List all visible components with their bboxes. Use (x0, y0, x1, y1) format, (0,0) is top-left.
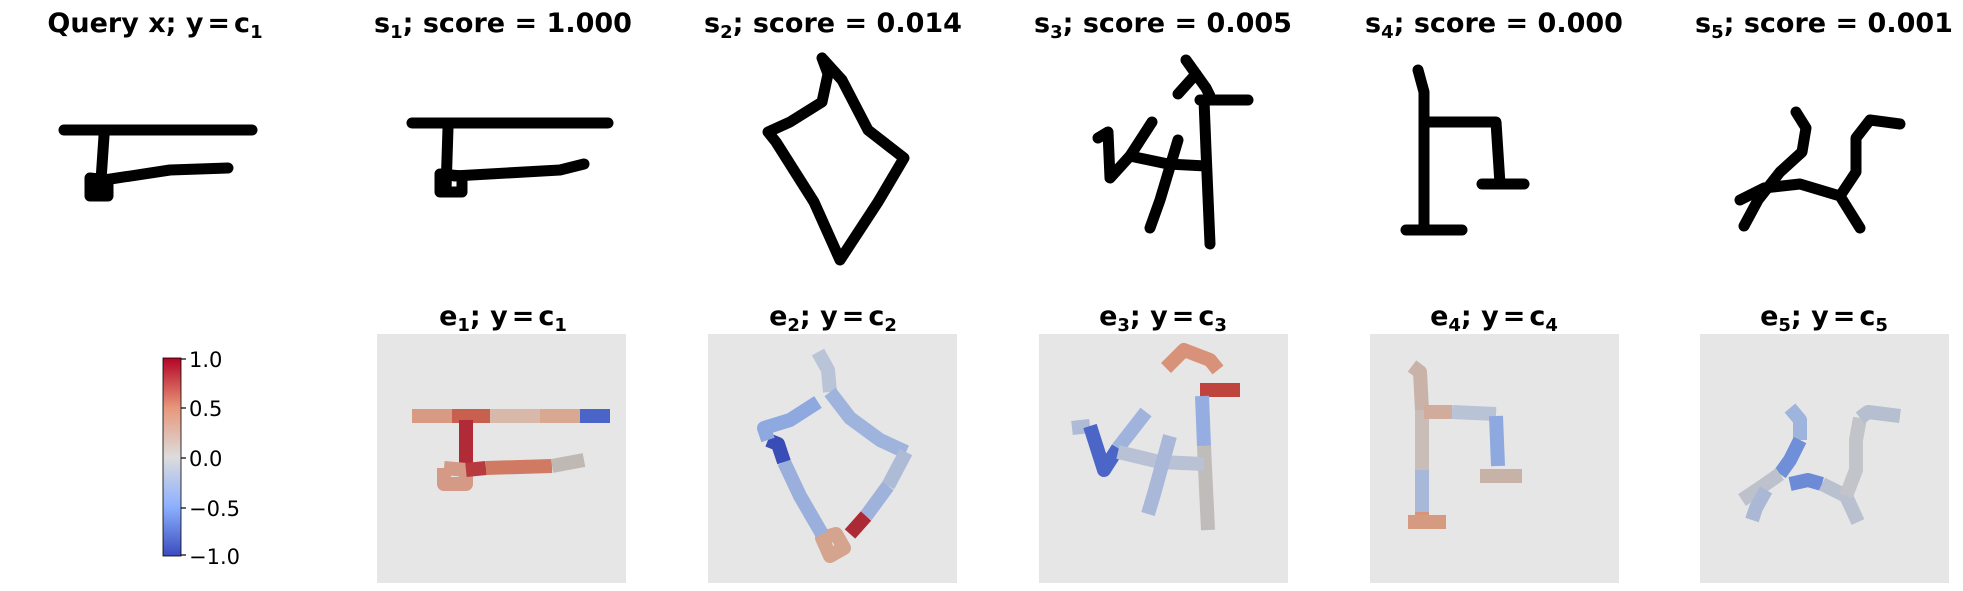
heatmap-strokes-1 (412, 409, 610, 491)
colorbar-tick-3: 0.0 (189, 447, 222, 471)
heatmap-strokes-4 (1407, 360, 1522, 529)
colorbar: 1.0 0.5 0.0 −0.5 −1.0 (162, 348, 240, 569)
heatmap-panel-5 (1700, 334, 1949, 583)
support-title-4: s4; score = 0.000 (1365, 8, 1623, 43)
explanation-title-4: e4; y = c4 (1430, 301, 1558, 336)
support-glyph-5 (1734, 106, 1906, 234)
heatmap-strokes-5 (1738, 403, 1901, 525)
colorbar-tick-1: 1.0 (189, 348, 222, 372)
colorbar-gradient (162, 357, 182, 557)
support-title-5: s5; score = 0.001 (1695, 8, 1953, 43)
support-glyph-2 (762, 52, 910, 266)
heatmap-strokes-2 (757, 348, 913, 563)
support-title-2: s2; score = 0.014 (704, 8, 962, 43)
support-title-3: s3; score = 0.005 (1034, 8, 1292, 43)
query-glyph (58, 124, 258, 202)
colorbar-tick-5: −1.0 (189, 545, 240, 569)
colorbar-tick-4: −0.5 (189, 497, 240, 521)
support-glyph-3 (1092, 54, 1254, 250)
explanation-title-1: e1; y = c1 (439, 301, 567, 336)
explanation-title-5: e5; y = c5 (1760, 301, 1888, 336)
support-title-1: s1; score = 1.000 (374, 8, 632, 43)
query-title: Query x; y = c1 (47, 8, 262, 43)
explanation-title-2: e2; y = c2 (769, 301, 897, 336)
support-glyph-1 (406, 117, 614, 198)
colorbar-tick-2: 0.5 (189, 397, 222, 421)
heatmap-panel-1 (377, 334, 626, 583)
explanation-title-3: e3; y = c3 (1099, 301, 1227, 336)
support-glyph-4 (1400, 64, 1530, 236)
heatmap-strokes-3 (1071, 343, 1240, 531)
